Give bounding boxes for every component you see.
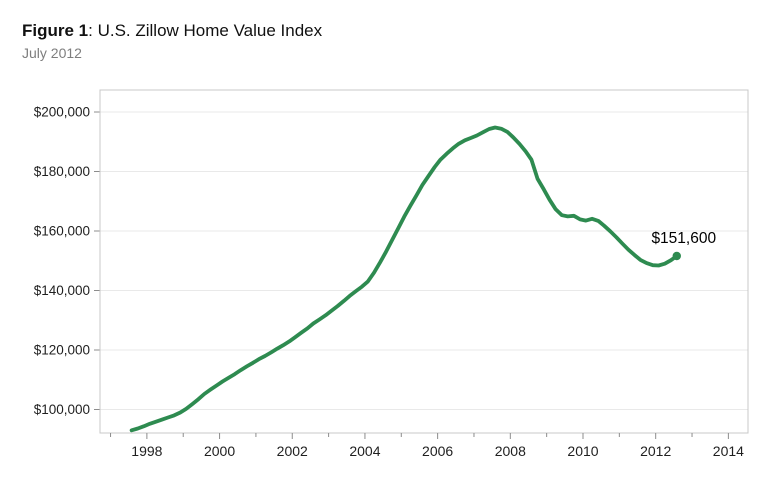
home-value-line-series — [129, 125, 679, 433]
figure-subtitle: July 2012 — [22, 45, 82, 61]
x-axis-tick-label: 2010 — [567, 443, 598, 459]
figure-number: Figure 1 — [22, 21, 89, 40]
x-axis-tick-label: 2014 — [713, 443, 744, 459]
y-axis-tick-label: $140,000 — [34, 283, 90, 298]
plot-border — [99, 89, 749, 434]
x-axis-tick-label: 2006 — [422, 443, 453, 459]
figure-title-text: : U.S. Zillow Home Value Index — [88, 21, 323, 40]
x-axis-tick-label: 2004 — [349, 443, 380, 459]
x-axis-tick-label: 2000 — [204, 443, 235, 459]
x-axis-tick-label: 1998 — [131, 443, 162, 459]
figure-title: Figure 1: U.S. Zillow Home Value Index — [22, 20, 322, 41]
x-axis-tick-label: 2002 — [277, 443, 308, 459]
figure-header: Figure 1: U.S. Zillow Home Value Index J… — [22, 20, 322, 62]
x-axis-tick-label: 2008 — [495, 443, 526, 459]
y-axis-tick-label: $120,000 — [34, 343, 90, 358]
x-axis-tick-label: 2012 — [640, 443, 671, 459]
y-axis-tick-label: $180,000 — [34, 164, 90, 179]
y-axis-tick-label: $100,000 — [34, 402, 90, 417]
last-value-label: $151,600 — [651, 230, 716, 247]
last-point-marker — [672, 251, 681, 261]
y-axis-tick-label: $160,000 — [34, 224, 90, 239]
y-axis-tick-label: $200,000 — [34, 105, 90, 120]
